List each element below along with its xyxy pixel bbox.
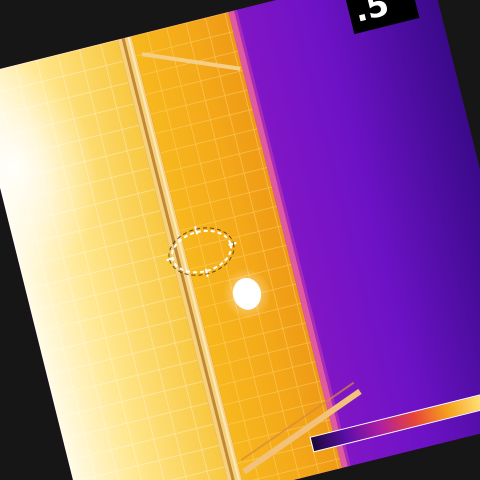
support-bar-top (141, 52, 241, 71)
spot-meter-crosshair-icon (166, 226, 237, 278)
center-temperature-value: .5 (350, 0, 393, 30)
panel-frame-right (228, 10, 348, 469)
temperature-unit: °C (388, 0, 408, 1)
support-bar-bottom (242, 388, 362, 475)
solar-panel-left (0, 39, 232, 480)
solar-panel-right (131, 11, 342, 480)
